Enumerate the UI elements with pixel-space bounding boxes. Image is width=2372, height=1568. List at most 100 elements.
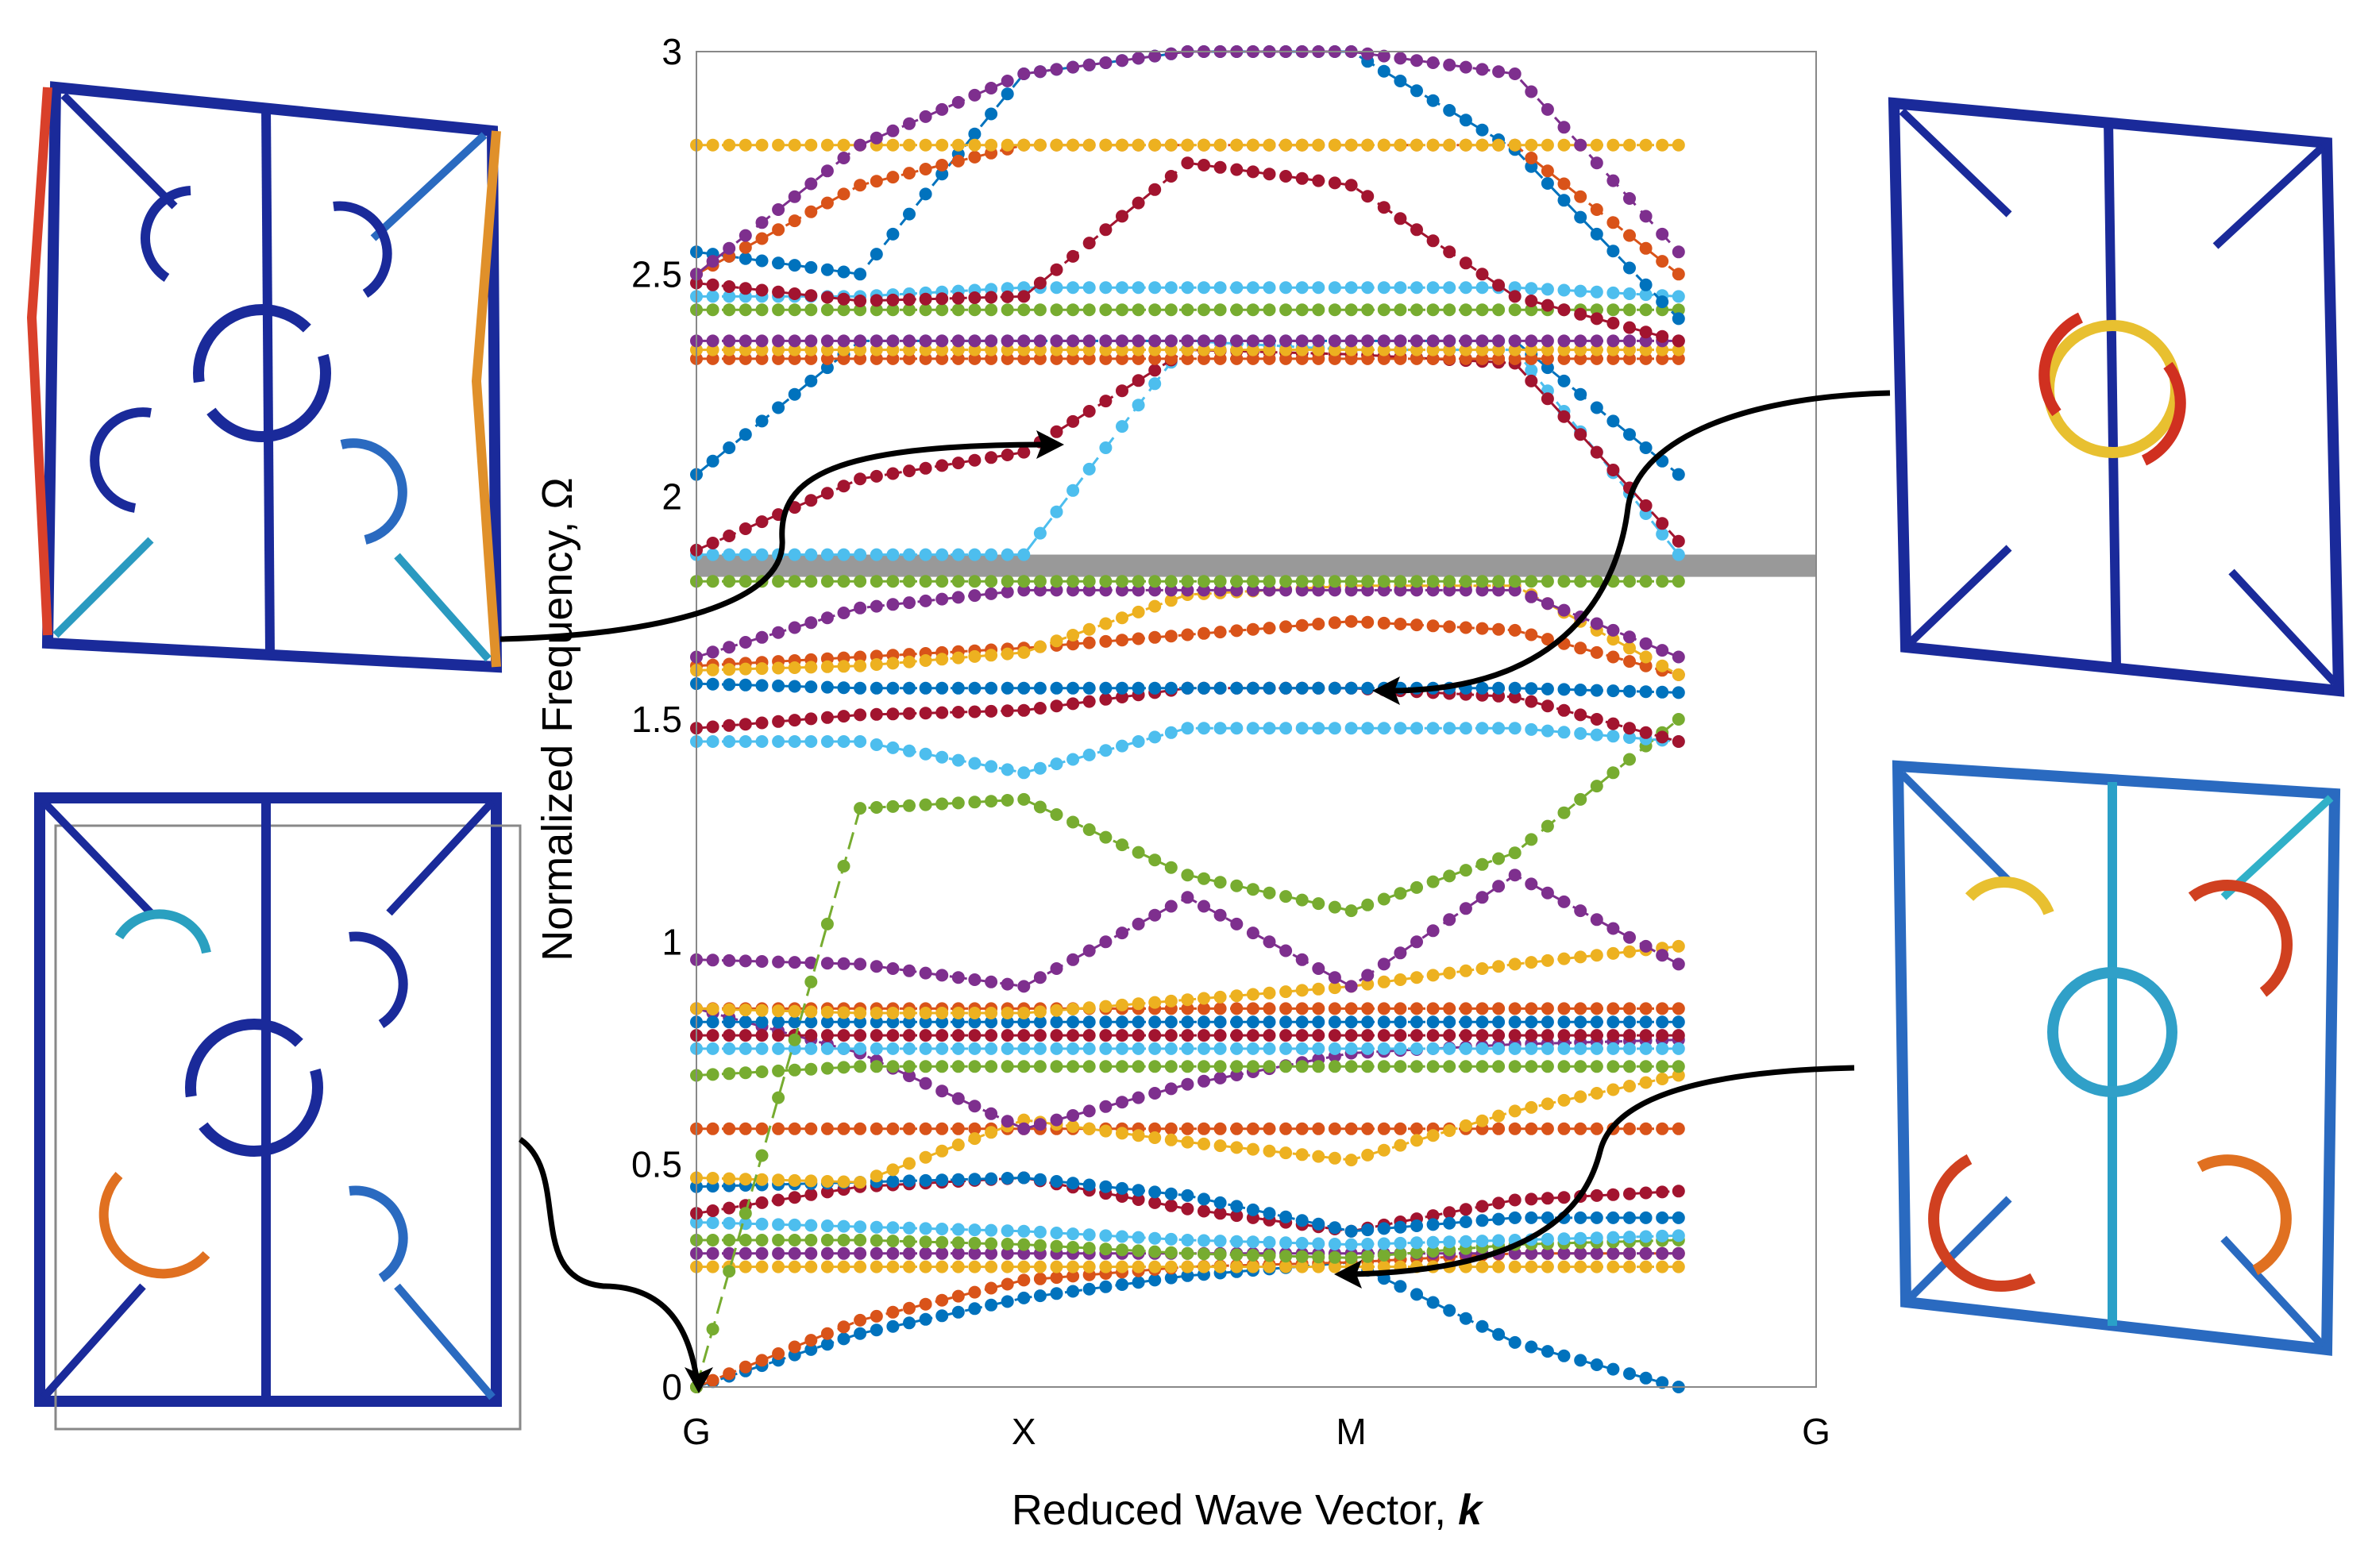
series-11-point-7 — [804, 1062, 818, 1076]
series-27-point-26 — [1116, 384, 1128, 398]
series-32-point-46 — [1443, 303, 1456, 317]
series-22-point-42 — [1377, 616, 1390, 630]
series-1-point-17 — [968, 1285, 982, 1299]
series-14-point-30 — [1181, 1015, 1194, 1029]
series-16-point-44 — [1410, 971, 1423, 984]
series-12-point-4 — [755, 1042, 769, 1055]
series-13-point-33 — [1230, 1029, 1244, 1042]
series-16-point-21 — [1033, 1005, 1047, 1019]
series-2-point-18 — [985, 1260, 998, 1273]
series-18-point-1 — [706, 1323, 719, 1336]
series-13-point-39 — [1328, 1029, 1341, 1042]
series-34-point-54 — [1574, 307, 1587, 321]
series-20-point-7 — [804, 712, 818, 726]
series-8-point-41 — [1361, 1122, 1375, 1135]
series-14-point-44 — [1410, 1015, 1423, 1029]
series-17-point-59 — [1656, 949, 1669, 962]
series-21-point-16 — [951, 681, 965, 695]
series-20-point-23 — [1066, 697, 1080, 711]
series-21-point-31 — [1198, 681, 1210, 695]
series-20-point-14 — [919, 707, 932, 720]
series-14-point-21 — [1033, 1015, 1047, 1029]
series-9-point-31 — [1198, 1137, 1210, 1150]
series-11-point-11 — [870, 1060, 883, 1073]
series-24-point-40 — [1344, 584, 1358, 597]
series-13-point-25 — [1099, 1029, 1113, 1042]
series-4-point-2 — [723, 1234, 736, 1246]
series-16-point-17 — [968, 1007, 982, 1019]
series-33-point-41 — [1361, 281, 1375, 295]
series-35-point-18 — [985, 107, 998, 121]
series-7-point-29 — [1164, 1187, 1178, 1200]
series-26-point-14 — [919, 548, 932, 561]
series-30-point-32 — [1213, 343, 1227, 356]
series-30-point-57 — [1623, 343, 1636, 356]
series-31-point-16 — [951, 334, 965, 348]
series-37-point-7 — [804, 138, 818, 152]
series-11-point-13 — [903, 1060, 916, 1073]
series-34-point-40 — [1344, 179, 1358, 192]
series-7-point-26 — [1116, 1181, 1128, 1195]
series-2-point-48 — [1475, 1260, 1489, 1273]
series-4-point-26 — [1116, 1243, 1128, 1257]
series-34-point-52 — [1541, 299, 1554, 312]
series-38-point-42 — [1377, 49, 1390, 63]
series-5-point-13 — [903, 1221, 916, 1235]
series-18-point-41 — [1361, 898, 1375, 911]
series-13-point-2 — [723, 1029, 736, 1042]
series-29-point-20 — [1017, 352, 1031, 365]
series-9-point-60 — [1672, 1069, 1685, 1082]
series-32-point-56 — [1606, 303, 1620, 317]
series-0-point-8 — [820, 1338, 834, 1351]
series-12-point-35 — [1263, 1042, 1276, 1055]
series-14-point-51 — [1525, 1015, 1538, 1029]
series-34-point-1 — [706, 278, 719, 291]
series-17-point-31 — [1198, 900, 1210, 913]
series-34-point-23 — [1066, 249, 1080, 263]
series-29-point-55 — [1590, 352, 1603, 365]
y-tick-label-6: 3 — [661, 31, 682, 72]
series-29-point-4 — [755, 352, 769, 365]
series-7-point-44 — [1410, 1219, 1423, 1232]
series-33-point-47 — [1459, 281, 1472, 295]
series-5-point-49 — [1492, 1234, 1506, 1247]
series-7-point-19 — [1001, 1172, 1014, 1185]
series-35-point-5 — [772, 256, 785, 270]
series-25-point-5 — [772, 575, 785, 588]
series-37-point-36 — [1279, 138, 1293, 152]
series-30-point-3 — [739, 343, 752, 356]
series-12-point-7 — [804, 1042, 818, 1055]
series-38-point-45 — [1426, 56, 1440, 69]
series-29-point-1 — [706, 352, 719, 365]
series-15-point-42 — [1377, 1002, 1390, 1015]
series-18-point-4 — [755, 1149, 769, 1162]
series-2 — [690, 1260, 1685, 1273]
series-5-point-52 — [1541, 1232, 1554, 1246]
series-2-point-9 — [837, 1260, 850, 1273]
series-10-point-16 — [951, 1092, 965, 1105]
series-22-point-49 — [1492, 622, 1506, 636]
series-27-point-60 — [1672, 534, 1685, 548]
series-22-point-44 — [1410, 618, 1423, 632]
series-38-point-50 — [1508, 67, 1522, 80]
series-7-point-22 — [1050, 1175, 1063, 1188]
series-34-point-14 — [919, 292, 932, 306]
series-9-point-57 — [1623, 1080, 1636, 1092]
series-8-point-32 — [1213, 1122, 1227, 1135]
series-32-point-38 — [1312, 303, 1325, 317]
series-22-point-54 — [1574, 641, 1587, 655]
series-7-point-60 — [1672, 1211, 1685, 1224]
series-31-point-5 — [772, 334, 785, 348]
series-5-point-39 — [1328, 1238, 1341, 1250]
series-7-point-18 — [985, 1172, 998, 1185]
series-17-point-24 — [1082, 944, 1096, 957]
series-38-point-15 — [935, 102, 949, 116]
series-21-point-59 — [1656, 685, 1669, 699]
series-19-point-2 — [723, 735, 736, 748]
series-8-point-38 — [1312, 1122, 1325, 1135]
series-25-point-55 — [1590, 575, 1603, 588]
series-38-point-13 — [903, 117, 916, 130]
series-30-point-23 — [1066, 343, 1080, 356]
series-25-point-60 — [1672, 575, 1685, 588]
series-29-point-49 — [1492, 352, 1506, 365]
